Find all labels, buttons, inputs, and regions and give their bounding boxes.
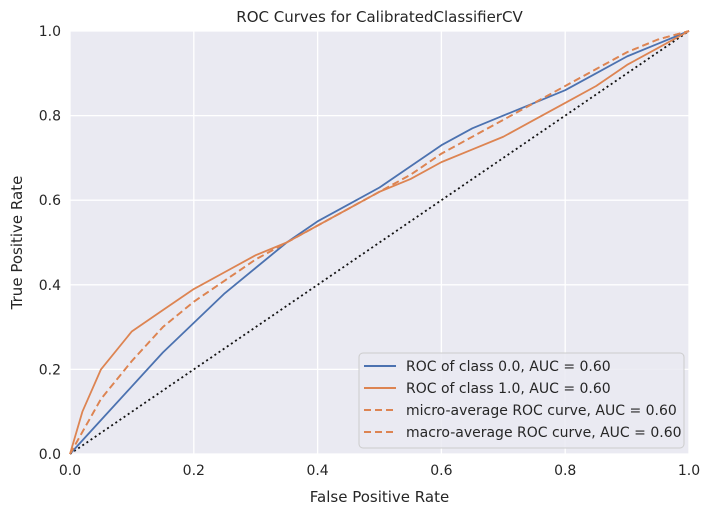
grid-lines [69,30,690,455]
x-tick-label: 0.6 [430,463,452,479]
x-tick-label: 0.0 [59,463,81,479]
roc-curve-macro-average [69,30,690,455]
legend-label-micro-average: micro-average ROC curve, AUC = 0.60 [406,403,677,419]
x-tick-label: 0.2 [183,463,205,479]
y-tick-label: 1.0 [39,24,61,40]
x-tick-label: 0.8 [554,463,576,479]
y-tick-label: 0.0 [39,447,61,463]
legend: ROC of class 0.0, AUC = 0.60 ROC of clas… [358,352,685,449]
roc-series-layer [69,30,690,455]
x-tick-labels: 0.0 0.2 0.4 0.6 0.8 1.0 [59,463,700,479]
y-tick-label: 0.6 [39,193,61,209]
x-axis-label: False Positive Rate [310,488,449,506]
y-tick-label: 0.4 [39,278,61,294]
y-tick-labels: 0.0 0.2 0.4 0.6 0.8 1.0 [39,24,61,463]
legend-label-class-0: ROC of class 0.0, AUC = 0.60 [406,359,611,375]
y-tick-label: 0.8 [39,109,61,125]
roc-curve-class-0 [69,30,690,455]
chart-title: ROC Curves for CalibratedClassifierCV [236,8,523,26]
y-tick-label: 0.2 [39,362,61,378]
y-axis-label: True Positive Rate [8,176,26,311]
x-tick-label: 0.4 [306,463,328,479]
x-tick-label: 1.0 [678,463,700,479]
legend-label-macro-average: macro-average ROC curve, AUC = 0.60 [406,425,682,441]
legend-label-class-1: ROC of class 1.0, AUC = 0.60 [406,381,611,397]
legend-box [358,352,685,449]
